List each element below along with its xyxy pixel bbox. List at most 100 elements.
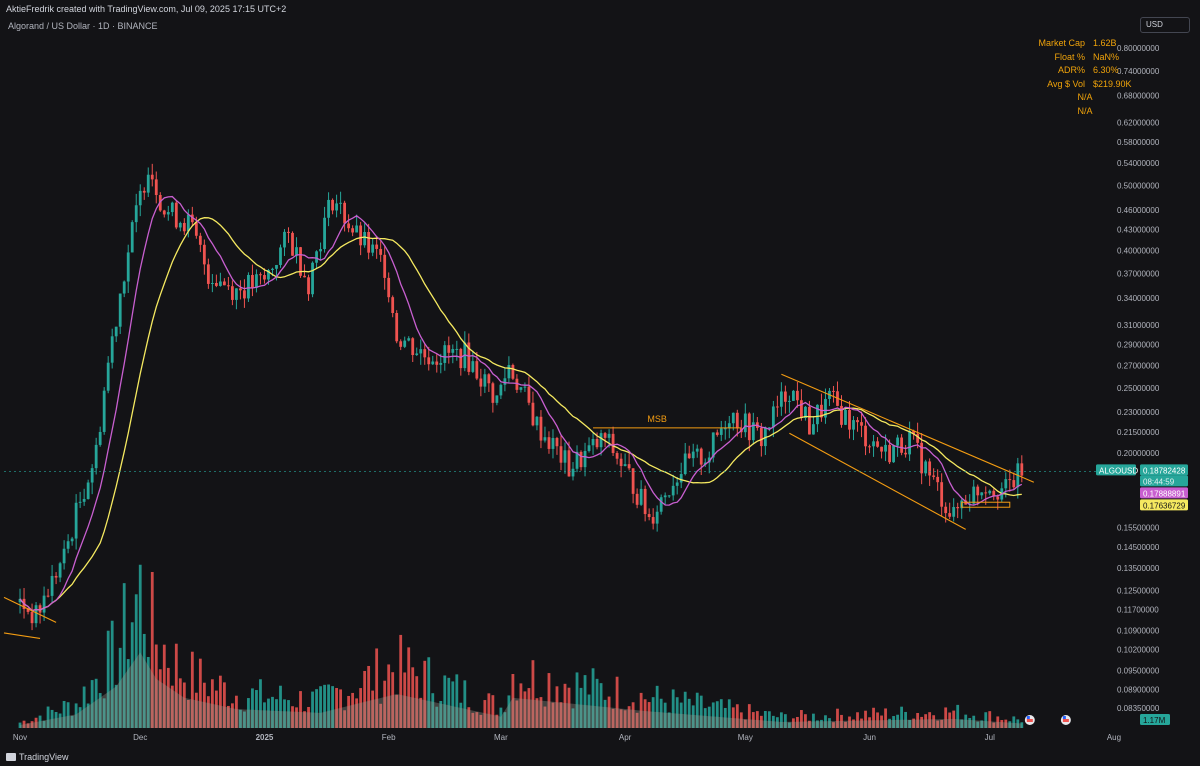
volume-bar (583, 675, 587, 728)
candle (968, 494, 972, 512)
volume-bar (483, 700, 487, 728)
candle-body (367, 231, 371, 253)
volume-bar (972, 715, 976, 728)
candle-body (611, 433, 615, 454)
volume-bar (158, 669, 162, 728)
candle (415, 347, 419, 356)
candle (920, 433, 924, 485)
volume-bar (944, 707, 948, 728)
volume-bar (243, 711, 246, 728)
currency-selector[interactable]: USD (1140, 17, 1190, 33)
volume-bar (351, 692, 355, 728)
candle (571, 462, 575, 481)
volume-label-bg (1140, 714, 1170, 725)
candle (763, 426, 767, 456)
candle (792, 389, 795, 401)
candle-body (1020, 463, 1024, 476)
volume-bar (443, 675, 447, 728)
volume-bar (327, 684, 330, 728)
event-icon-stripe (1026, 719, 1033, 722)
price-tick-label: 0.10900000 (1117, 626, 1160, 635)
volume-bar (455, 674, 459, 728)
candle-body (880, 446, 883, 452)
candle (735, 409, 739, 437)
candle (527, 376, 531, 406)
volume-bar (339, 689, 342, 728)
candle (715, 429, 719, 437)
candle (431, 355, 435, 366)
candle-body (792, 390, 795, 401)
volume-bar (715, 701, 719, 728)
volume-bar (451, 681, 455, 728)
volume-bar (703, 708, 707, 728)
volume-bar (226, 705, 230, 728)
candle (808, 400, 811, 435)
candle (491, 381, 495, 413)
candle-body (687, 453, 691, 459)
candle-body (315, 251, 318, 263)
candle (824, 388, 827, 424)
price-tick-label: 0.80000000 (1117, 44, 1160, 53)
candle (743, 403, 747, 438)
volume-bar (214, 690, 218, 728)
candle-body (154, 179, 158, 196)
price-tick-label: 0.21500000 (1117, 428, 1160, 437)
candle (908, 421, 912, 462)
candle-body (94, 444, 98, 469)
candle-body (848, 409, 851, 430)
candle-body (70, 538, 74, 542)
volume-bar (66, 702, 70, 728)
volume-bar (331, 686, 334, 728)
candle-body (543, 437, 547, 441)
candle-body (864, 425, 867, 447)
candle (379, 241, 383, 262)
volume-bar (555, 686, 559, 728)
candle (679, 462, 683, 489)
candle (106, 356, 110, 394)
candle (627, 452, 631, 471)
candle-body (122, 281, 126, 294)
candle-body (571, 468, 575, 477)
candle (868, 444, 871, 454)
candle (723, 420, 727, 440)
candle-body (711, 432, 715, 458)
candle-body (206, 264, 210, 284)
volume-bar (751, 712, 755, 728)
candle (840, 395, 843, 428)
volume-bar (968, 718, 972, 728)
candle-body (150, 174, 154, 180)
candle (419, 339, 423, 365)
volume-bar (70, 715, 74, 728)
candle-body (271, 268, 274, 271)
candle (367, 223, 371, 260)
countdown-label-text: 08:44:59 (1143, 477, 1175, 486)
volume-bar (731, 707, 735, 728)
candle-body (868, 446, 871, 448)
candle-body (18, 598, 22, 603)
volume-bar (174, 643, 178, 728)
candle-body (467, 342, 471, 372)
volume-label-text: 1.17M (1143, 716, 1166, 725)
candle-body (908, 430, 912, 455)
volume-bar (78, 707, 82, 728)
tradingview-logo[interactable]: TradingView (6, 752, 69, 762)
support-box (961, 501, 1011, 508)
candle-body (591, 438, 595, 446)
candle (992, 488, 996, 501)
volume-bar (587, 694, 591, 728)
candle (1008, 469, 1012, 492)
volume-bar (643, 699, 647, 728)
volume-bar (655, 685, 659, 728)
candle (603, 431, 607, 448)
candle (852, 416, 855, 441)
candle-body (487, 374, 491, 384)
candle (315, 250, 318, 269)
volume-bar (631, 702, 635, 728)
volume-bar (311, 691, 314, 728)
volume-bar (367, 665, 371, 728)
candle-body (824, 398, 827, 418)
volume-bar (956, 704, 960, 728)
tradingview-logo-icon (6, 753, 16, 761)
candle-body (106, 362, 110, 391)
